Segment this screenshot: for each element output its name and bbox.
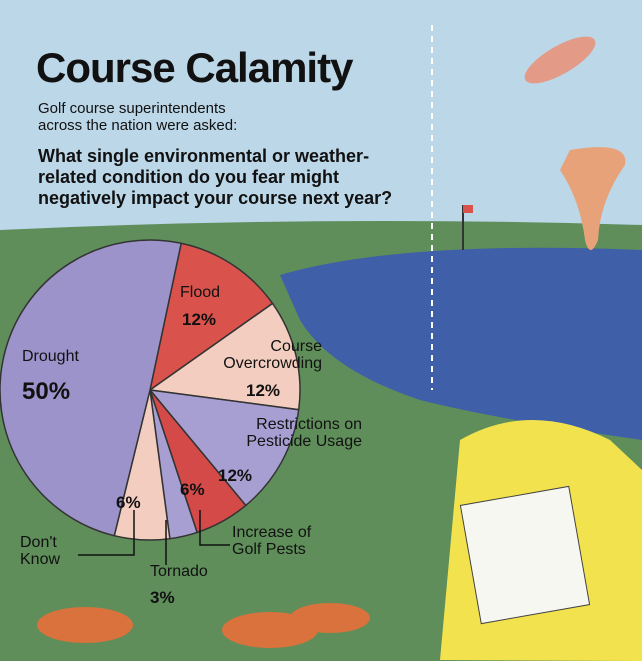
- pond: [280, 247, 642, 440]
- category-label: Drought: [22, 348, 79, 365]
- value-label: 12%: [218, 466, 253, 485]
- category-label: Tornado: [150, 563, 208, 580]
- clipboard: [459, 485, 591, 625]
- category-label: Increase of Golf Pests: [232, 524, 312, 558]
- category-label: Course Overcrowding: [223, 338, 322, 372]
- mosquito: [524, 36, 596, 84]
- category-label: Restrictions on Pesticide Usage: [246, 416, 362, 450]
- value-label: 50%: [22, 378, 71, 405]
- title: Course Calamity: [36, 44, 353, 91]
- subtitle: Golf course superintendents across the n…: [38, 100, 238, 134]
- category-label: Don't Know: [20, 534, 61, 568]
- sky: [0, 0, 642, 230]
- value-label: 3%: [150, 588, 175, 607]
- gopher-hole: [37, 607, 133, 643]
- question: What single environmental or weather-rel…: [38, 146, 393, 208]
- pie: [0, 239, 301, 541]
- value-label: 6%: [180, 480, 205, 499]
- pie-slice: [148, 389, 300, 507]
- value-label: 12%: [182, 310, 217, 329]
- tornado: [560, 147, 626, 250]
- flag: [463, 205, 473, 213]
- category-label: Flood: [180, 284, 221, 301]
- pie-slice: [148, 242, 274, 392]
- value-label: 6%: [116, 493, 141, 512]
- pie-slice: [148, 302, 301, 411]
- leader-line: [199, 510, 230, 546]
- gopher-hole: [290, 603, 370, 633]
- value-label: 12%: [246, 381, 281, 400]
- leader-line: [78, 510, 135, 556]
- pie-slice: [0, 239, 183, 537]
